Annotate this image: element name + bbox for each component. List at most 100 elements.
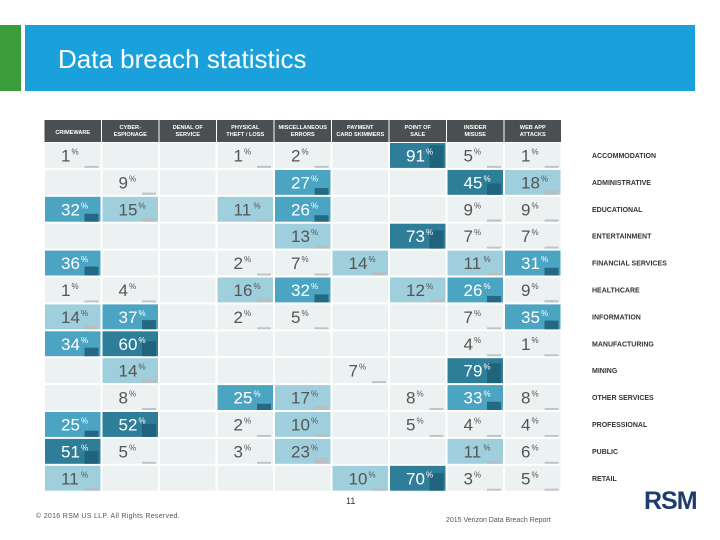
cell-unit-label: % [129,390,136,399]
cell-unit-label: % [302,147,309,156]
heatmap-cell [447,412,503,437]
cell-unit-label: % [81,255,88,264]
cell-value-label: 4 [521,415,530,434]
cell-unit-label: % [244,255,251,264]
cell-value-label: 12 [406,281,425,300]
value-bar [487,183,501,195]
heatmap-cell [505,412,561,437]
heatmap-cell [332,277,388,303]
heatmap-cell [102,438,158,464]
cell-value-label: 2 [291,146,300,165]
value-bar [372,272,386,276]
value-bar [84,347,99,357]
value-bar [257,327,271,330]
column-header-label: CRIMEWARE [55,130,90,136]
heatmap-cell [447,223,503,249]
cell-value-label: 4 [119,281,128,300]
value-bar [84,487,99,491]
heatmap-cell [275,143,331,168]
value-bar [372,381,386,384]
cell-unit-label: % [474,147,481,156]
value-bar [487,165,501,168]
cell-unit-label: % [541,174,548,183]
heatmap-cell [505,223,561,249]
value-bar [257,165,271,168]
cell-value-label: 18 [521,173,540,192]
value-bar [257,273,271,276]
value-bar [429,230,444,249]
page-number: 11 [346,496,356,506]
cell-value-label: 4 [464,415,473,434]
value-bar [544,300,559,303]
cell-value-label: 7 [291,254,300,273]
cell-unit-label: % [359,363,366,372]
heatmap-cell [217,143,273,168]
cell-unit-label: % [302,309,309,318]
heatmap-cell [275,331,331,357]
cell-unit-label: % [81,443,88,452]
value-bar [314,215,329,222]
column-header-bg [102,120,159,142]
heatmap-cell [102,277,158,303]
cell-value-label: 25 [61,415,80,434]
value-bar [544,434,559,437]
heatmap-cell [217,169,273,195]
value-bar [429,145,444,168]
cell-value-label: 5 [291,308,300,327]
cell-unit-label: % [484,174,491,183]
heatmap-cell [447,250,503,276]
cell-value-label: 11 [464,254,482,273]
cell-unit-label: % [139,416,146,425]
value-bar [142,379,156,384]
heatmap-cell [217,277,273,303]
cell-unit-label: % [311,201,318,210]
cell-unit-label: % [484,363,491,372]
cell-value-label: 3 [234,442,243,461]
value-bar [487,295,501,303]
row-label: EDUCATIONAL [592,207,643,214]
value-bar [429,299,444,303]
rsm-logo: RSM [644,487,698,515]
cell-value-label: 73 [406,227,425,246]
cell-value-label: 9 [119,173,128,192]
heatmap-cell [45,385,101,410]
heatmap-cell [217,358,273,384]
cell-value-label: 3 [464,469,473,488]
heatmap-cell [160,169,216,195]
value-bar [314,165,329,168]
cell-unit-label: % [139,309,146,318]
cell-value-label: 91 [406,146,425,165]
cell-unit-label: % [311,416,318,425]
heatmap-cell [217,250,273,276]
value-bar [372,488,386,491]
heatmap-cell [505,331,561,357]
cell-unit-label: % [541,309,548,318]
cell-unit-label: % [484,390,491,399]
value-bar [487,488,501,491]
cell-value-label: 2 [234,254,243,273]
column-header-bg [217,120,274,142]
cell-value-label: 10 [291,415,310,434]
cell-unit-label: % [254,390,261,399]
heatmap-cell [332,438,388,464]
heatmap-cell [160,358,216,384]
column-header-bg [504,120,561,142]
cell-unit-label: % [417,390,424,399]
heatmap-cell [102,385,158,410]
value-bar [487,354,501,357]
row-label: RETAIL [592,476,617,483]
value-bar [257,298,271,303]
value-bar [84,325,99,330]
value-bar [429,408,444,410]
value-bar [84,266,99,276]
cell-value-label: 14 [61,308,80,327]
page-title: Data breach statistics [58,44,307,74]
heatmap-cell [102,223,158,249]
cell-value-label: 9 [521,281,530,300]
value-bar [544,165,559,168]
cell-value-label: 35 [521,308,540,327]
row-label: FINANCIAL SERVICES [592,261,667,268]
cell-unit-label: % [244,309,251,318]
cell-value-label: 14 [119,362,138,381]
heatmap-cell [275,412,331,437]
